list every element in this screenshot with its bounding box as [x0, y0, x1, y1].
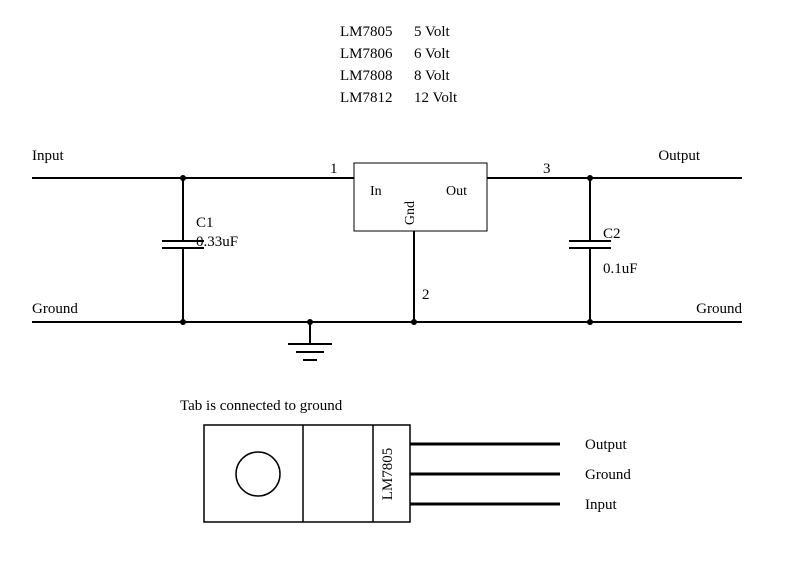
pin2-label: 2: [422, 287, 430, 303]
c1-name: C1: [196, 215, 214, 231]
variant-volt: 5 Volt: [414, 24, 451, 40]
svg-text:LM7808: LM7808: [340, 68, 393, 84]
package-drawing: Tab is connected to ground LM7805 Output…: [180, 398, 631, 522]
reg-gnd-label: Gnd: [403, 201, 418, 225]
variant-part: LM7806: [340, 46, 393, 62]
variant-part: LM7812: [340, 90, 393, 106]
c2-name: C2: [603, 226, 621, 242]
svg-text:LM7812: LM7812: [340, 90, 393, 106]
c2-value: 0.1uF: [603, 261, 638, 277]
reg-in-label: In: [370, 184, 382, 199]
svg-text:5 Volt: 5 Volt: [414, 24, 451, 40]
ground-label-right: Ground: [696, 301, 742, 317]
pin3-label: 3: [543, 161, 551, 177]
circuit-diagram: LM7805 5 Volt LM7806 6 Volt LM7808 8 Vol…: [0, 0, 788, 580]
input-label: Input: [32, 148, 64, 164]
variant-part: LM7805: [340, 24, 393, 40]
package-lead-label-mid: Ground: [585, 467, 631, 483]
svg-text:LM7806: LM7806: [340, 46, 393, 62]
variant-volt: 12 Volt: [414, 90, 458, 106]
output-label: Output: [658, 148, 701, 164]
variant-part: LM7808: [340, 68, 393, 84]
svg-text:12 Volt: 12 Volt: [414, 90, 458, 106]
variant-volt: 8 Volt: [414, 68, 451, 84]
reg-out-label: Out: [446, 184, 467, 199]
package-note: Tab is connected to ground: [180, 398, 343, 414]
c1-value: 0.33uF: [196, 234, 238, 250]
svg-text:6 Volt: 6 Volt: [414, 46, 451, 62]
svg-text:8 Volt: 8 Volt: [414, 68, 451, 84]
svg-text:LM7805: LM7805: [340, 24, 393, 40]
package-hole: [236, 452, 280, 496]
variant-volt: 6 Volt: [414, 46, 451, 62]
package-lead-label-bot: Input: [585, 497, 617, 513]
ground-label-left: Ground: [32, 301, 78, 317]
pin1-label: 1: [330, 161, 338, 177]
package-lead-label-top: Output: [585, 437, 628, 453]
package-part-label: LM7805: [380, 448, 396, 501]
variant-table: LM7805 5 Volt LM7806 6 Volt LM7808 8 Vol…: [340, 24, 458, 106]
